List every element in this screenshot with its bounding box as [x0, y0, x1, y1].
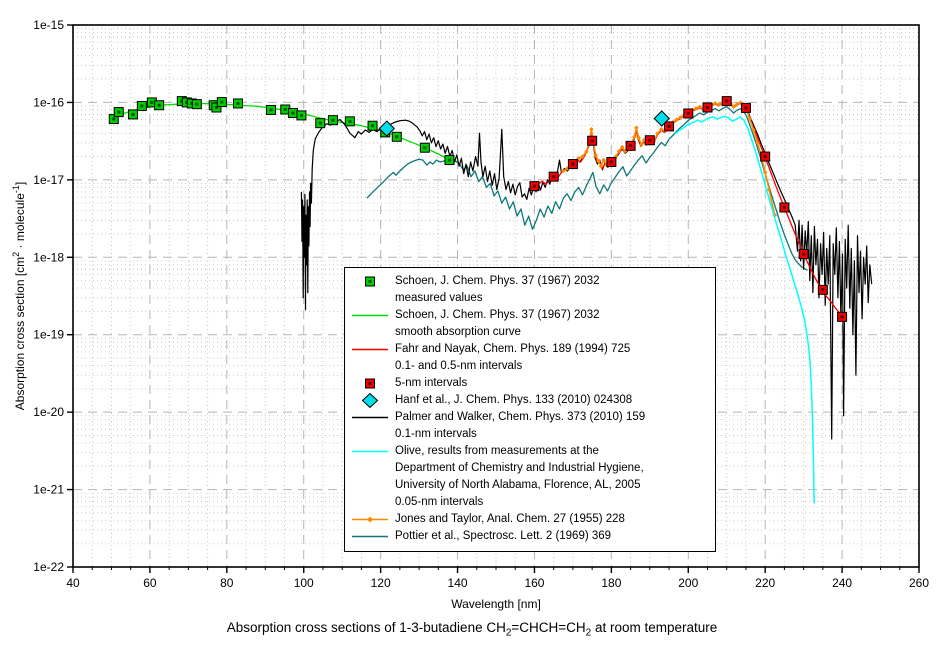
data-point-marker: [762, 170, 768, 175]
legend-line-icon: [345, 307, 395, 323]
data-point-marker: [734, 102, 740, 107]
legend-item: Fahr and Nayak, Chem. Phys. 189 (1994) 7…: [345, 341, 715, 375]
legend-item-label: Jones and Taylor, Anal. Chem. 27 (1955) …: [395, 513, 625, 525]
data-point-marker: [639, 142, 644, 147]
data-point-marker: [593, 152, 598, 158]
data-point-marker: [731, 104, 736, 110]
legend-line-icon: [345, 443, 395, 459]
series-hanf: [378, 110, 670, 137]
legend-item: Olive, results from measurements at the D…: [345, 443, 715, 511]
x-tick-label: 200: [678, 576, 698, 590]
legend-item-label: Palmer and Walker, Chem. Phys. 373 (2010…: [395, 411, 646, 440]
subscript: 2: [505, 627, 512, 639]
data-point-marker: [659, 126, 664, 132]
x-tick-label: 240: [832, 576, 852, 590]
legend-diamond-icon: [345, 392, 395, 408]
superscript: -1: [11, 185, 21, 194]
superscript: 2: [11, 251, 21, 257]
gridlines: [73, 25, 919, 567]
x-tick-label: 180: [601, 576, 621, 590]
data-point-marker: [678, 115, 683, 120]
y-axis-title: Absorption cross section [cm2 · molecule…: [11, 181, 27, 411]
data-point-marker: [751, 127, 756, 133]
data-point-marker: [636, 135, 641, 141]
legend-item-label: Olive, results from measurements at the D…: [395, 445, 644, 508]
data-point-marker: [595, 158, 601, 164]
data-point-marker: [655, 131, 660, 136]
x-tick-label: 260: [909, 576, 929, 590]
x-axis-title: Wavelength [nm]: [451, 597, 541, 611]
y-tick-label: 1e-20: [33, 405, 64, 419]
legend-item-label: Schoen, J. Chem. Phys. 37 (1967) 2032 mea…: [395, 275, 600, 304]
y-tick-label: 1e-16: [33, 95, 64, 109]
data-point-marker: [747, 116, 753, 122]
data-point-marker: [378, 120, 395, 137]
series-fahr-5nm: [529, 96, 848, 322]
data-point-marker: [766, 187, 772, 192]
y-tick-label: 1e-22: [33, 560, 64, 574]
x-tick-label: 140: [448, 576, 468, 590]
data-point-marker: [622, 148, 628, 154]
data-point-marker: [584, 149, 589, 155]
series-schoen-points: [108, 96, 455, 166]
legend-line-icon: [345, 528, 395, 544]
subscript: 2: [585, 627, 592, 639]
data-point-marker: [712, 100, 718, 106]
legend-item: Schoen, J. Chem. Phys. 37 (1967) 2032 smo…: [345, 307, 715, 341]
legend-item: 5-nm intervals: [345, 375, 715, 392]
y-tick-label: 1e-15: [33, 18, 64, 32]
data-point-marker: [697, 104, 703, 110]
data-point-marker: [613, 154, 619, 159]
x-tick-label: 220: [755, 576, 775, 590]
x-tick-label: 160: [524, 576, 544, 590]
data-point-marker: [674, 117, 680, 122]
data-point-marker: [738, 100, 743, 106]
legend-item-label: Hanf et al., J. Chem. Phys. 133 (2010) 0…: [395, 394, 633, 406]
data-point-marker: [619, 144, 625, 150]
data-point-marker: [653, 110, 670, 127]
axis-ticks: 40 60 80 100 120 140 160 180 200 220 240 260 1e-15 1e…: [33, 18, 929, 590]
data-point-marker: [632, 134, 637, 140]
legend-line-dot-icon: [345, 511, 395, 527]
x-tick-label: 40: [66, 576, 80, 590]
data-point-marker: [560, 168, 566, 174]
x-tick-label: 120: [371, 576, 391, 590]
x-tick-label: 80: [220, 576, 234, 590]
data-point-marker: [634, 125, 639, 131]
chart-caption: Absorption cross sections of 1-3-butadie…: [226, 620, 718, 639]
legend-item: Hanf et al., J. Chem. Phys. 133 (2010) 0…: [345, 392, 715, 409]
legend-item-label: 5-nm intervals: [395, 377, 468, 389]
legend-box: Schoen, J. Chem. Phys. 37 (1967) 2032 mea…: [344, 267, 716, 552]
y-tick-label: 1e-17: [33, 173, 64, 187]
x-tick-label: 100: [294, 576, 314, 590]
data-point-marker: [589, 126, 594, 132]
legend-item: Schoen, J. Chem. Phys. 37 (1967) 2032 mea…: [345, 273, 715, 307]
data-point-marker: [755, 140, 760, 146]
y-tick-label: 1e-18: [33, 250, 64, 264]
legend-item: Jones and Taylor, Anal. Chem. 27 (1955) …: [345, 511, 715, 528]
data-point-marker: [601, 157, 606, 163]
series-pottier: [366, 106, 808, 271]
data-point-marker: [580, 154, 585, 159]
legend-item-label: Schoen, J. Chem. Phys. 37 (1967) 2032 smo…: [395, 309, 600, 338]
data-point-marker: [598, 163, 604, 169]
legend-line-icon: [345, 409, 395, 425]
y-tick-label: 1e-21: [33, 483, 64, 497]
y-tick-label: 1e-19: [33, 328, 64, 342]
data-point-marker: [716, 102, 722, 107]
x-tick-label: 60: [143, 576, 157, 590]
data-point-marker: [693, 106, 699, 111]
legend-item: Pottier et al., Spectrosc. Lett. 2 (1969…: [345, 528, 715, 545]
series-olive: [674, 115, 815, 504]
legend-item-label: Pottier et al., Spectrosc. Lett. 2 (1969…: [395, 530, 612, 542]
legend-line-icon: [345, 341, 395, 357]
legend-square-icon: [345, 375, 395, 391]
legend-square-icon: [345, 273, 395, 289]
legend-item-label: Fahr and Nayak, Chem. Phys. 189 (1994) 7…: [395, 343, 631, 372]
legend-item: Palmer and Walker, Chem. Phys. 373 (2010…: [345, 409, 715, 443]
data-point-marker: [616, 148, 622, 154]
